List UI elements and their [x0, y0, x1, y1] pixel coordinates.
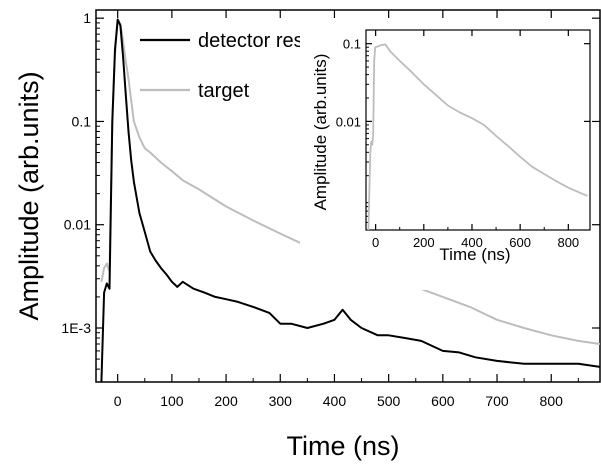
inset-x-axis-title: Time (ns) [439, 245, 510, 264]
main-y-tick-label-1e-3: 1E-3 [61, 320, 91, 336]
main-x-tick-label-400: 400 [323, 393, 347, 409]
main-y-axis-title: Amplitude (arb.units) [14, 71, 44, 320]
main-x-tick-label-600: 600 [431, 393, 455, 409]
main-x-tick-label-100: 100 [160, 393, 184, 409]
inset-x-tick-label-200: 200 [413, 235, 435, 250]
main-x-tick-label-700: 700 [485, 393, 509, 409]
main-x-tick-label-200: 200 [214, 393, 238, 409]
inset-x-tick-label-800: 800 [557, 235, 579, 250]
main-x-tick-label-0: 0 [114, 393, 122, 409]
main-y-tick-label-0-01: 0.01 [64, 217, 91, 233]
inset-y-tick-label-0-1: 0.1 [343, 37, 361, 52]
inset-x-tick-label-600: 600 [509, 235, 531, 250]
main-y-tick-label-0-1: 0.1 [72, 113, 92, 129]
inset-y-axis-title: Amplitude (arb.units) [311, 54, 330, 211]
main-x-tick-label-300: 300 [269, 393, 293, 409]
legend-label-target: target [198, 80, 250, 102]
main-y-tick-label-1: 1 [83, 10, 91, 26]
main-x-axis-title: Time (ns) [287, 431, 400, 461]
main-x-tick-label-500: 500 [377, 393, 401, 409]
main-x-tick-label-800: 800 [540, 393, 564, 409]
inset-x-tick-label-0: 0 [372, 235, 379, 250]
inset-y-tick-label-0-01: 0.01 [336, 114, 361, 129]
